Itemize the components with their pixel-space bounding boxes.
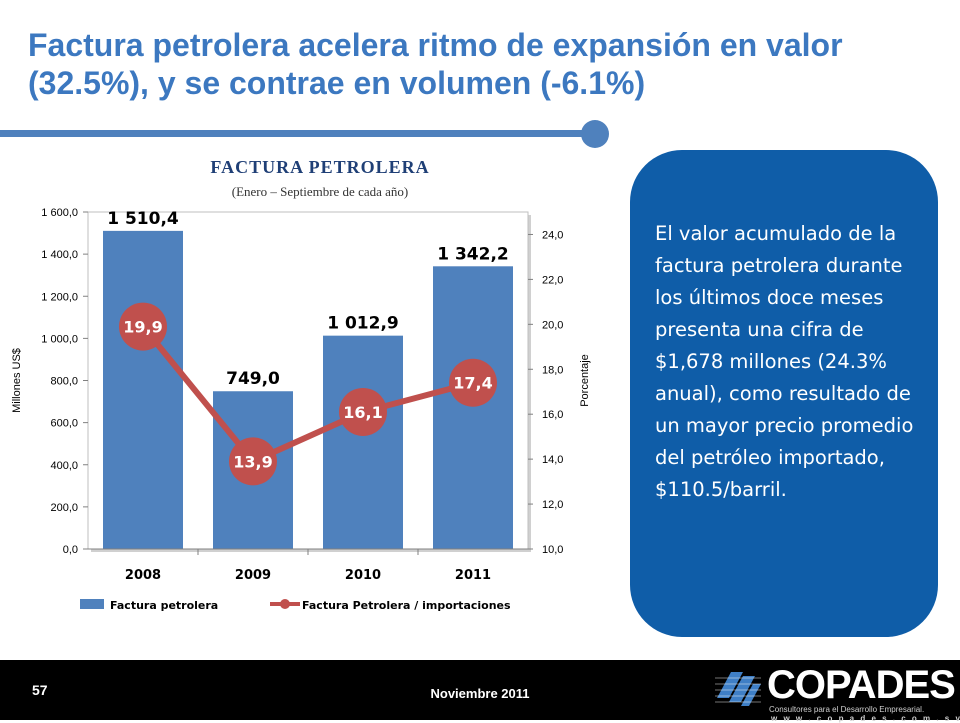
y2-axis-tick-label: 22,0 <box>542 274 563 286</box>
line-series-path <box>140 324 474 465</box>
y2-axis-tick-label: 20,0 <box>542 319 563 331</box>
y-axis-tick-label: 600,0 <box>50 418 78 430</box>
x-axis-tick-label: 2008 <box>125 568 161 583</box>
y2-axis-tick-label: 16,0 <box>542 409 563 421</box>
line-point-2011 <box>449 358 497 407</box>
bar-value-label: 1 012,9 <box>327 314 399 334</box>
line-series: 19,9 13,9 16,1 17,4 <box>119 302 497 486</box>
line-value-label: 13,9 <box>233 452 272 471</box>
line-value-label: 17,4 <box>453 374 492 393</box>
y2-axis-tick-label: 12,0 <box>542 499 563 511</box>
y2-axis-title: Porcentaje <box>579 354 591 407</box>
bar-value-label: 749,0 <box>226 369 280 389</box>
bar-2008 <box>103 230 183 549</box>
chart-title: FACTURA PETROLERA <box>210 157 430 177</box>
callout-text: El valor acumulado de la factura petrole… <box>655 222 914 501</box>
y-axis-tick-label: 200,0 <box>50 502 78 514</box>
line-value-label: 16,1 <box>343 403 382 422</box>
y2-axis-tick-label: 18,0 <box>542 364 563 376</box>
chart-subtitle: (Enero – Septiembre de cada año) <box>231 184 409 199</box>
legend-label-line: Factura Petrolera / importaciones <box>302 599 511 612</box>
footer-bar <box>0 660 960 720</box>
logo-wordmark: COPADES <box>767 663 956 707</box>
slide-title: Factura petrolera acelera ritmo de expan… <box>28 27 843 101</box>
y-axis-tick-label: 800,0 <box>50 376 78 388</box>
y-axis-tick-label: 1 000,0 <box>41 333 78 345</box>
x-axis-tick-label: 2010 <box>345 568 381 583</box>
callout-panel <box>630 150 938 637</box>
y-axis-tick-label: 0,0 <box>63 544 78 556</box>
legend-swatch-bar <box>80 599 104 609</box>
chart-axes: 0,0 200,0 400,0 600,0 800,0 1 000,0 1 200,0 1 4… <box>11 207 591 583</box>
title-underline <box>0 130 590 137</box>
legend-label-bar: Factura petrolera <box>110 599 218 612</box>
bar-2011 <box>433 266 513 549</box>
bar-value-label: 1 510,4 <box>107 209 179 229</box>
y2-axis-tick-label: 24,0 <box>542 229 563 241</box>
line-value-label: 19,9 <box>123 318 162 337</box>
chart-legend: Factura petrolera Factura Petrolera / imp… <box>80 599 511 612</box>
y-axis-tick-label: 1 400,0 <box>41 249 78 261</box>
x-axis-tick-label: 2009 <box>235 568 271 583</box>
y-axis-title: Millones US$ <box>11 348 23 413</box>
bar-2010 <box>323 335 403 549</box>
y-axis-tick-label: 400,0 <box>50 460 78 472</box>
y2-axis-tick-label: 10,0 <box>542 544 563 556</box>
page-number: 57 <box>32 682 48 698</box>
footer-date: Noviembre 2011 <box>430 686 530 701</box>
line-point-2010 <box>339 387 387 436</box>
copades-logo-mark-icon <box>715 672 761 706</box>
copades-logo: COPADES Consultores para el Desarrollo E… <box>705 662 960 723</box>
y-axis-tick-label: 1 200,0 <box>41 291 78 303</box>
y-axis-tick-label: 1 600,0 <box>41 207 78 219</box>
line-point-2009 <box>229 437 277 486</box>
bar-value-label: 1 342,2 <box>437 244 509 264</box>
x-axis-tick-label: 2011 <box>455 568 491 583</box>
logo-url: w w w . c o p a d e s . c o m . s v <box>771 714 960 723</box>
y2-axis-tick-label: 14,0 <box>542 454 563 466</box>
title-underline-dot <box>581 120 609 148</box>
bar-series: 1 510,4 749,0 1 012,9 1 342,2 <box>103 209 513 549</box>
legend-swatch-marker <box>280 599 290 609</box>
logo-tagline: Consultores para el Desarrollo Empresari… <box>769 705 925 714</box>
line-point-2008 <box>119 302 167 351</box>
